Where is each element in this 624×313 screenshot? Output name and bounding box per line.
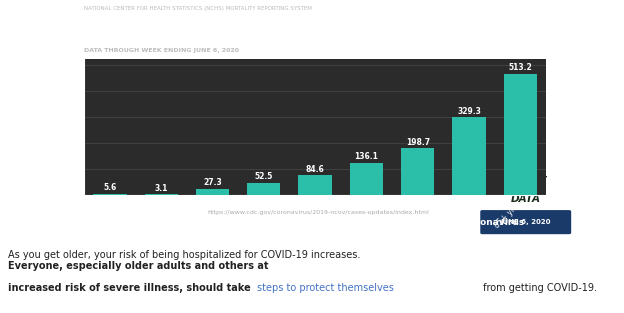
Text: NATIONAL CENTER FOR HEALTH STATISTICS (NCHS) MORTALITY REPORTING SYSTEM: NATIONAL CENTER FOR HEALTH STATISTICS (N… xyxy=(84,6,312,11)
Bar xyxy=(145,194,178,195)
Bar xyxy=(349,163,383,195)
Text: 84.6: 84.6 xyxy=(306,165,324,173)
Text: 5.6: 5.6 xyxy=(103,183,117,192)
Text: Age: Age xyxy=(306,195,324,205)
Text: 198.7: 198.7 xyxy=(406,138,430,146)
Text: Coronavirus Disease 2019 (COVID-19)-Associated Hospitalization: Coronavirus Disease 2019 (COVID-19)-Asso… xyxy=(84,18,482,28)
Text: ★: ★ xyxy=(13,212,21,221)
Bar xyxy=(401,148,434,195)
Text: 136.1: 136.1 xyxy=(354,152,378,162)
Text: cdc.gov/coronavirus: cdc.gov/coronavirus xyxy=(423,218,525,227)
Bar xyxy=(452,117,485,195)
Bar xyxy=(298,175,332,195)
Text: DATA THROUGH WEEK ENDING JUNE 6, 2020: DATA THROUGH WEEK ENDING JUNE 6, 2020 xyxy=(84,49,239,54)
Text: from getting COVID-19.: from getting COVID-19. xyxy=(480,283,597,293)
Bar xyxy=(93,194,127,195)
FancyBboxPatch shape xyxy=(480,210,571,234)
Text: As you get older, your risk of being hospitalized for COVID-19 increases.: As you get older, your risk of being hos… xyxy=(8,250,364,260)
Text: steps to protect themselves: steps to protect themselves xyxy=(257,283,394,293)
Text: 52.5: 52.5 xyxy=(255,172,273,181)
Text: 100,000 population: 100,000 population xyxy=(27,126,33,196)
Text: LATEST: LATEST xyxy=(504,176,547,186)
Bar xyxy=(247,182,281,195)
Bar xyxy=(196,188,229,195)
Text: Hospitalizations per: Hospitalizations per xyxy=(27,101,33,173)
Text: Surveillance Network (COVID-NET): Surveillance Network (COVID-NET) xyxy=(84,33,296,43)
Text: 513.2: 513.2 xyxy=(509,63,532,72)
Text: Everyone, especially older adults and others at: Everyone, especially older adults and ot… xyxy=(8,261,268,271)
Text: CDC: CDC xyxy=(31,210,60,223)
Text: 3.1: 3.1 xyxy=(155,184,168,193)
Text: DATA: DATA xyxy=(510,194,541,204)
Bar xyxy=(504,74,537,195)
Text: 329.3: 329.3 xyxy=(457,107,481,116)
Text: 27.3: 27.3 xyxy=(203,178,222,187)
Text: increased risk of severe illness, should take: increased risk of severe illness, should… xyxy=(8,283,254,293)
Text: https://www.cdc.gov/coronavirus/2019-ncov/cases-updates/index.html: https://www.cdc.gov/coronavirus/2019-nco… xyxy=(207,210,429,215)
Text: JUNE 6, 2020: JUNE 6, 2020 xyxy=(500,219,551,225)
